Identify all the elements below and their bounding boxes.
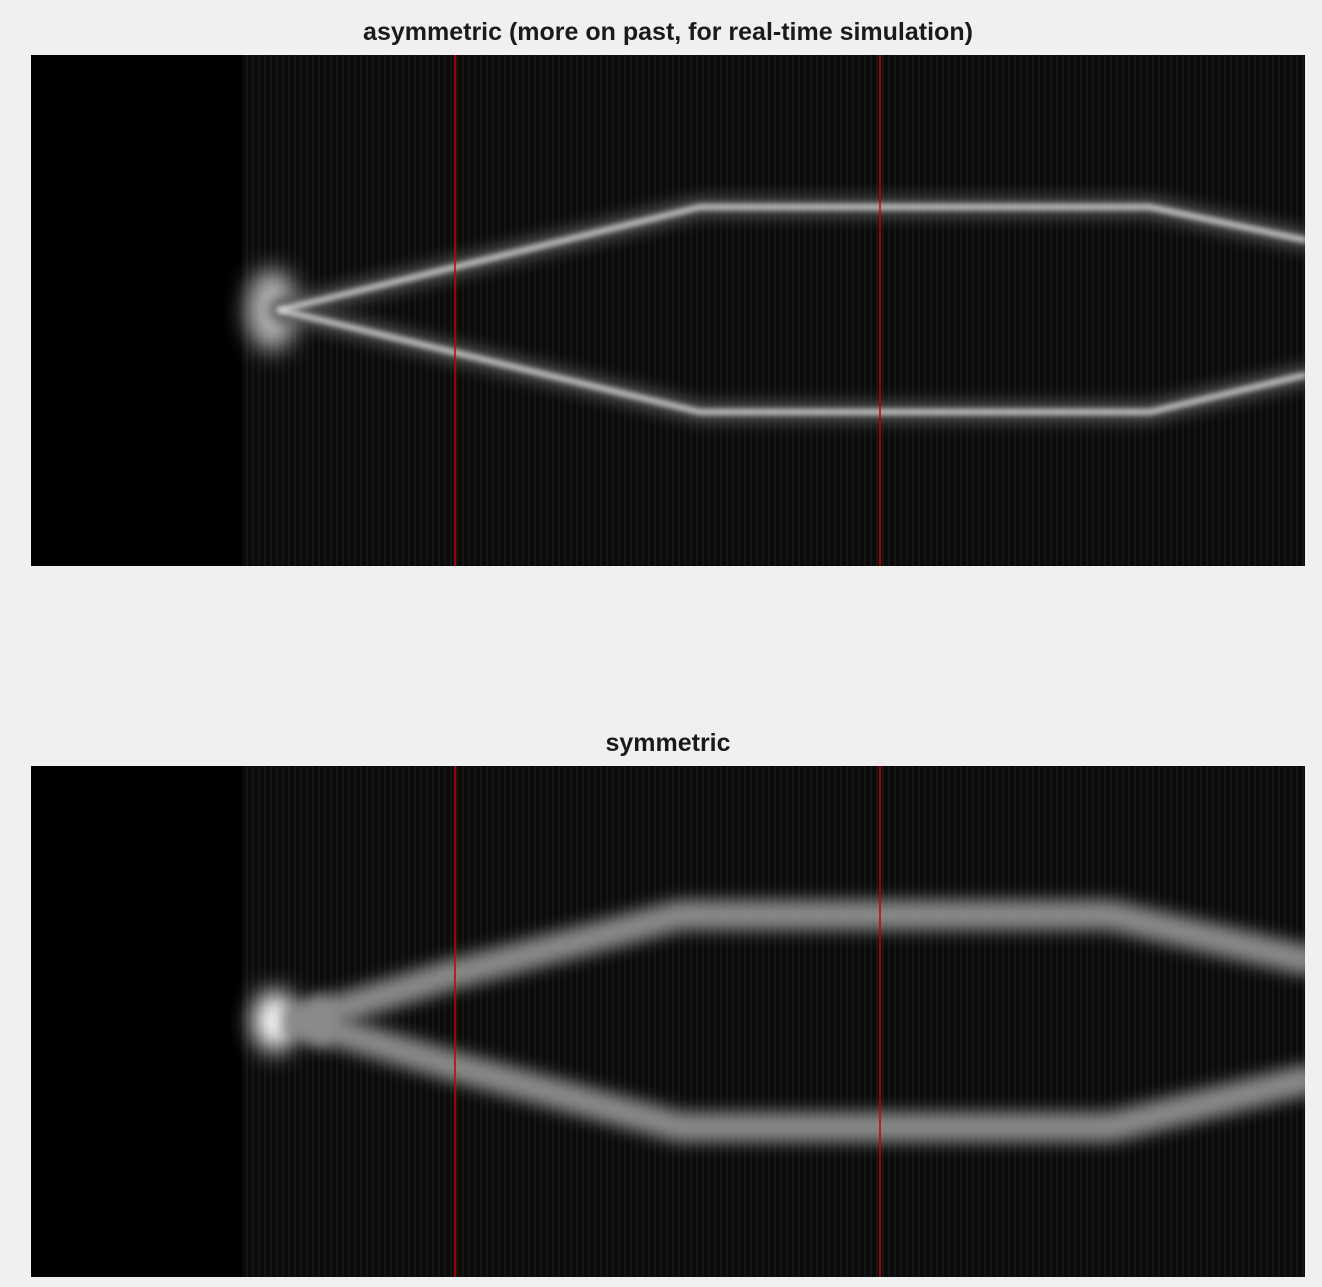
panel-title: asymmetric (more on past, for real-time …: [363, 18, 973, 46]
panel-title: symmetric: [605, 729, 730, 757]
image-panel: [31, 766, 1305, 1277]
image-panel: [31, 55, 1305, 566]
page: asymmetric (more on past, for real-time …: [0, 0, 1322, 1287]
figure: asymmetric (more on past, for real-time …: [0, 0, 1322, 1287]
